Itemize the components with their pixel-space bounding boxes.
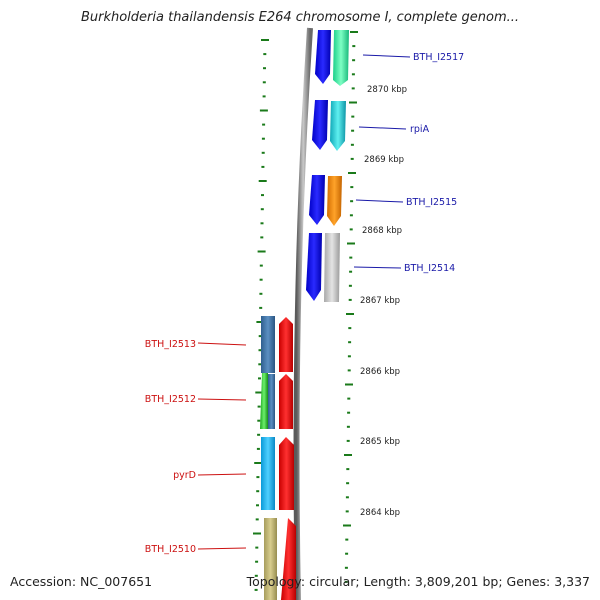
kbp-label-2868: 2868 kbp <box>362 226 402 236</box>
leader-line <box>362 54 411 58</box>
gene-bth-i2513-strand[interactable] <box>279 317 293 372</box>
gene-label-bth-i2512[interactable]: BTH_I2512 <box>145 394 196 405</box>
gene-label-bth-i2514[interactable]: BTH_I2514 <box>404 263 455 274</box>
leader-line <box>197 398 247 401</box>
gene-rpia[interactable] <box>330 101 346 151</box>
gene-bth-i2514[interactable] <box>324 233 340 302</box>
gene-label-bth-i2513[interactable]: BTH_I2513 <box>145 339 196 350</box>
kbp-label-2864: 2864 kbp <box>360 508 400 518</box>
leader-line <box>353 266 402 269</box>
leader-line <box>355 199 404 203</box>
position-ticks-outer <box>343 31 358 583</box>
gene-rpia-strand[interactable] <box>312 100 328 150</box>
gene-label-pyrd[interactable]: pyrD <box>173 470 196 481</box>
gene-label-rpia[interactable]: rpiA <box>410 124 430 135</box>
kbp-label-2866: 2866 kbp <box>360 367 400 377</box>
kbp-label-2870: 2870 kbp <box>367 85 407 95</box>
genome-summary-text: Topology: circular; Length: 3,809,201 bp… <box>246 574 590 589</box>
leader-line <box>197 473 247 476</box>
gene-pyrd[interactable] <box>261 437 275 510</box>
reverse-strand <box>260 316 296 600</box>
kbp-label-2865: 2865 kbp <box>360 437 400 447</box>
gene-label-bth-i2517[interactable]: BTH_I2517 <box>413 52 464 63</box>
kbp-label-2867: 2867 kbp <box>360 296 400 306</box>
gene-bth-i2517[interactable] <box>333 30 349 86</box>
forward-gene-labels: BTH_I2517 rpiA BTH_I2515 BTH_I2514 <box>353 52 464 274</box>
kbp-label-2869: 2869 kbp <box>364 155 404 165</box>
gene-bth-i2513[interactable] <box>261 316 275 373</box>
position-ticks-inner <box>253 39 269 591</box>
leader-line <box>197 342 247 346</box>
gene-label-bth-i2515[interactable]: BTH_I2515 <box>406 197 457 208</box>
gene-bth-i2512[interactable] <box>260 373 268 429</box>
gene-bth-i2510[interactable] <box>264 518 277 600</box>
accession-text: Accession: NC_007651 <box>10 574 153 589</box>
leader-line <box>358 126 407 130</box>
gene-pyrd-strand[interactable] <box>279 437 294 510</box>
chromosome-backbone <box>293 27 313 600</box>
gene-bth-i2514-strand[interactable] <box>306 233 322 301</box>
gene-bth-i2517-strand[interactable] <box>315 30 331 84</box>
gene-bth-i2515-strand[interactable] <box>309 175 325 225</box>
gene-bth-i2512-b <box>268 374 275 429</box>
gene-bth-i2512-strand[interactable] <box>279 374 293 429</box>
gene-bth-i2510-strand[interactable] <box>281 518 296 600</box>
forward-strand <box>306 30 349 302</box>
map-title: Burkholderia thailandensis E264 chromoso… <box>80 10 520 25</box>
gene-bth-i2515[interactable] <box>327 176 342 226</box>
gene-label-bth-i2510[interactable]: BTH_I2510 <box>145 544 196 555</box>
reverse-gene-labels: BTH_I2513 BTH_I2512 pyrD BTH_I2510 <box>145 339 247 555</box>
leader-line <box>197 547 247 550</box>
position-scale-labels: 2870 kbp 2869 kbp 2868 kbp 2867 kbp 2866… <box>360 85 407 518</box>
